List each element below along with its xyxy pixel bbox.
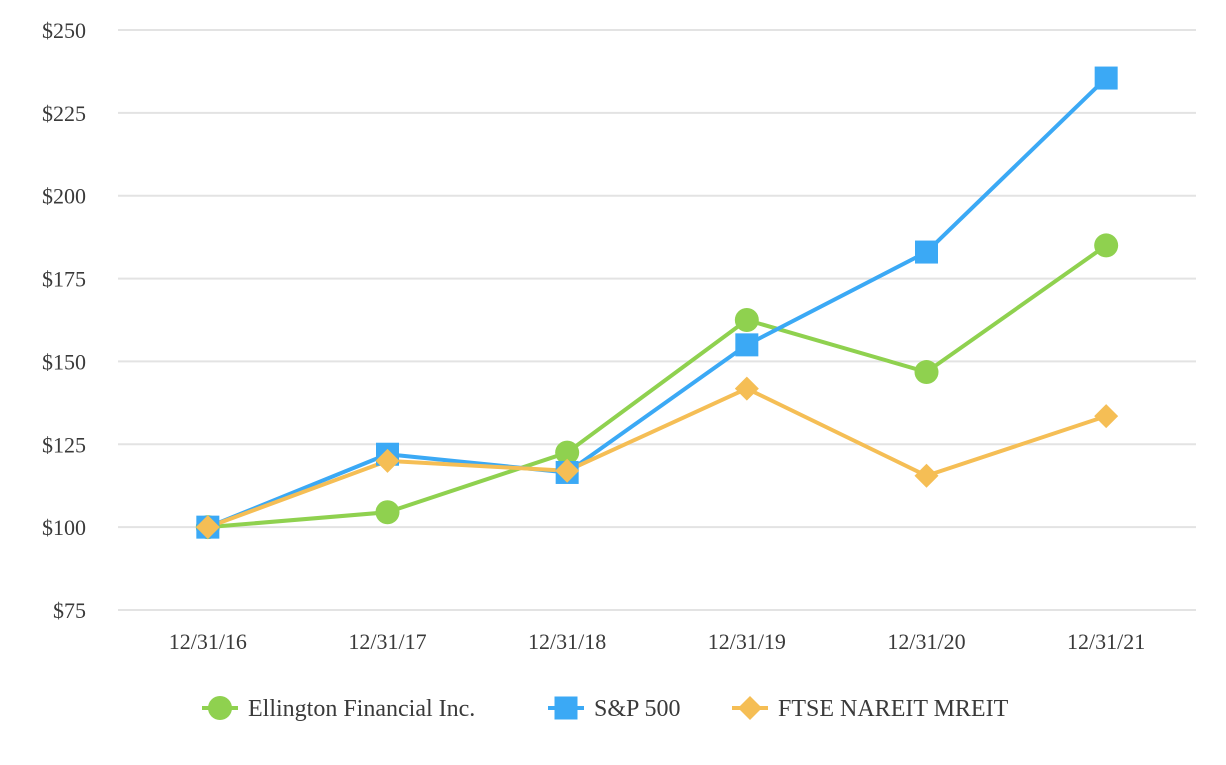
legend-marker-square xyxy=(554,696,578,720)
y-tick-label: $125 xyxy=(42,432,86,457)
data-point-s-p-500 xyxy=(1094,66,1118,90)
series-line-ftse-nareit-mreit xyxy=(207,386,1107,530)
data-point-ftse-nareit-mreit xyxy=(1094,404,1119,429)
x-tick-label: 12/31/16 xyxy=(169,629,247,654)
series-markers xyxy=(195,66,1119,540)
y-tick-label: $150 xyxy=(42,349,86,374)
data-point-s-p-500 xyxy=(915,240,938,264)
y-tick-label: $100 xyxy=(42,515,86,540)
data-point-ftse-nareit-mreit xyxy=(375,448,400,473)
data-point-ellington-financial-inc xyxy=(555,440,580,465)
x-tick-label: 12/31/17 xyxy=(348,629,426,654)
data-point-ftse-nareit-mreit xyxy=(555,458,580,483)
series-line-ellington-financial-inc xyxy=(207,243,1108,530)
x-tick-label: 12/31/20 xyxy=(887,629,965,654)
y-tick-label: $225 xyxy=(42,101,86,126)
legend-marker-diamond xyxy=(738,696,762,720)
legend-item-ftse-nareit-mreit: FTSE NAREIT MREIT xyxy=(732,696,1009,722)
data-point-ellington-financial-inc xyxy=(914,360,939,385)
x-axis-tick-labels: 12/31/16 12/31/17 12/31/18 12/31/19 12/31/20… xyxy=(169,629,1146,654)
data-point-ftse-nareit-mreit xyxy=(195,515,220,540)
legend-label: FTSE NAREIT MREIT xyxy=(778,696,1009,722)
data-point-s-p-500 xyxy=(735,333,759,357)
x-tick-label: 12/31/19 xyxy=(708,629,786,654)
y-tick-label: $250 xyxy=(42,18,86,43)
x-tick-label: 12/31/18 xyxy=(528,629,606,654)
data-point-ellington-financial-inc xyxy=(1094,233,1119,258)
y-tick-label: $200 xyxy=(42,184,86,209)
data-point-ellington-financial-inc xyxy=(375,500,400,525)
legend: Ellington Financial Inc. S&P 500 FTSE NARE… xyxy=(202,696,1009,722)
x-tick-label: 12/31/21 xyxy=(1067,629,1145,654)
y-tick-label: $175 xyxy=(42,267,86,292)
legend-item-s-p-500: S&P 500 xyxy=(548,696,680,722)
legend-label: S&P 500 xyxy=(594,696,680,722)
y-axis-tick-labels: $75 $100 $125 $150 $175 $200 $225 $250 xyxy=(42,18,86,623)
legend-marker-circle xyxy=(208,696,232,720)
legend-label: Ellington Financial Inc. xyxy=(248,696,475,722)
data-point-ftse-nareit-mreit xyxy=(734,376,759,401)
series-lines xyxy=(207,76,1108,530)
y-tick-label: $75 xyxy=(53,598,86,623)
series-line-s-p-500 xyxy=(207,76,1108,529)
grid-lines xyxy=(118,29,1196,611)
data-point-ftse-nareit-mreit xyxy=(914,463,939,488)
data-point-ellington-financial-inc xyxy=(734,308,759,332)
legend-item-ellington-financial-inc: Ellington Financial Inc. xyxy=(202,696,475,722)
